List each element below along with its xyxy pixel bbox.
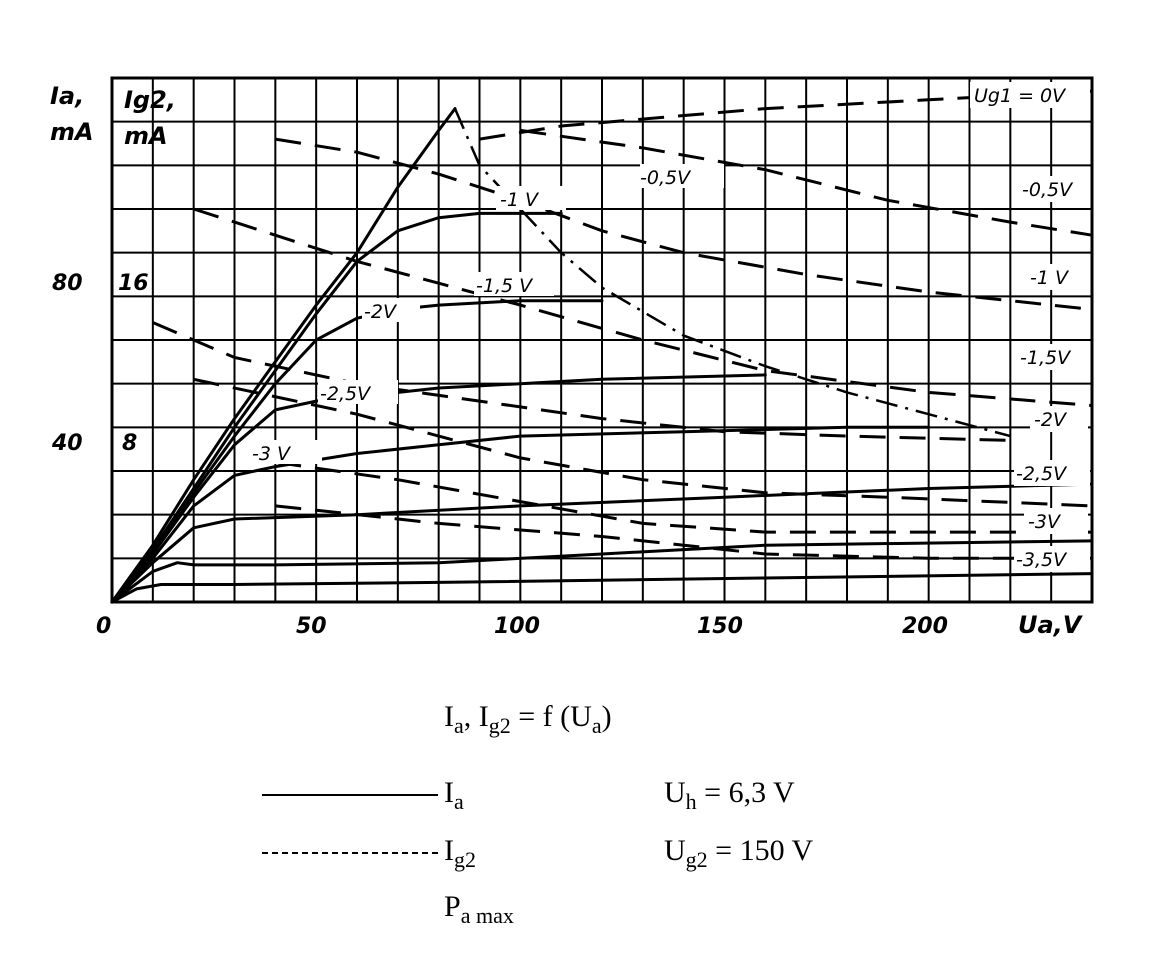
ig2-curve [193, 377, 1093, 508]
ia-curve [110, 425, 931, 604]
x-tick-150: 150 [697, 614, 743, 639]
ia-curve [110, 373, 767, 604]
label-ug1-minus-2v: -2V [364, 301, 398, 323]
label-ug1-minus-2-5v: -2,5V [320, 383, 372, 405]
label-right-minus-0-5v: -0,5V [1022, 179, 1074, 201]
label-ug1-0v: Ug1 = 0V [974, 85, 1067, 107]
plot-frame [110, 76, 1094, 604]
ig2-curve [275, 460, 1092, 534]
x-tick-200: 200 [902, 614, 948, 639]
x-tick-0: 0 [96, 614, 111, 639]
ig2-curve [275, 504, 1092, 560]
x-tick-100: 100 [494, 614, 540, 639]
ia-curve [110, 482, 1094, 604]
grid [111, 77, 1093, 603]
x-tick-50: 50 [296, 614, 327, 639]
label-right-minus-3v: -3V [1028, 511, 1062, 533]
ia-curve [110, 572, 1094, 604]
ia-curve [110, 107, 457, 604]
x-axis-label: Ua,V [1018, 611, 1084, 639]
label-ug1-minus-3v: -3 V [252, 443, 292, 465]
y-axis-label-ig2: Ig2, [124, 86, 176, 114]
label-ug1-minus-1v: -1 V [500, 189, 540, 211]
ia-curve [110, 539, 1094, 604]
label-right-minus-1v: -1 V [1030, 267, 1070, 289]
label-right-minus-2-5v: -2,5V [1016, 463, 1068, 485]
y-axis-label-ia: Ia, [50, 82, 84, 110]
label-right-minus-3-5v: -3,5V [1016, 549, 1068, 571]
y-tick-80: 80 [52, 271, 83, 296]
label-ug1-minus-1-5v: -1,5 V [476, 275, 534, 297]
ig2-curve [520, 128, 1093, 237]
plot-border [110, 76, 1094, 604]
label-right-minus-1-5v: -1,5V [1020, 347, 1072, 369]
y-tick-40: 40 [51, 431, 83, 456]
y-axis-unit-ig2: mA [124, 122, 168, 150]
plate-current-curves [110, 107, 1094, 604]
y-axis-unit-ia: mA [50, 118, 94, 146]
label-right-minus-2v: -2V [1034, 409, 1068, 431]
y2-tick-16: 16 [118, 271, 149, 296]
label-ug1-minus-0-5v: -0,5V [640, 167, 692, 189]
ig2-curve [275, 137, 1093, 311]
ig2-curve [193, 207, 1093, 407]
ig2-curve [152, 321, 1011, 442]
ia-curve [110, 211, 563, 604]
y2-tick-8: 8 [122, 431, 137, 456]
ia-curve [110, 299, 604, 604]
